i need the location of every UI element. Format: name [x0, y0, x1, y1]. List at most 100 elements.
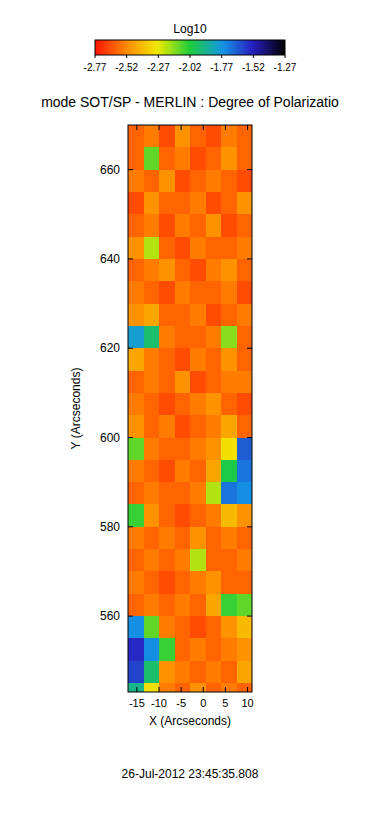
heat-cell — [237, 281, 253, 304]
heat-cell — [159, 326, 175, 349]
heat-cell — [159, 594, 175, 617]
heat-cell — [190, 259, 206, 282]
colorbar-tick — [95, 55, 96, 58]
heat-cell — [221, 259, 237, 282]
heat-cell — [175, 661, 191, 684]
heat-cell — [190, 192, 206, 215]
heat-cell — [190, 214, 206, 237]
heat-cell — [144, 281, 160, 304]
heat-cell — [144, 571, 160, 594]
heat-cell — [221, 281, 237, 304]
y-tick-label: 600 — [100, 431, 120, 445]
heat-cell — [190, 638, 206, 661]
heat-cell — [221, 147, 237, 170]
heat-cell — [221, 683, 237, 692]
heat-cell — [144, 527, 160, 550]
heat-cell — [159, 438, 175, 461]
heat-cell — [159, 259, 175, 282]
timestamp: 26-Jul-2012 23:45:35.808 — [122, 767, 259, 781]
heat-cell — [128, 237, 144, 260]
heat-cell — [144, 147, 160, 170]
heat-cell — [175, 460, 191, 483]
colorbar-tick — [221, 55, 222, 58]
heat-cell — [221, 504, 237, 527]
x-tick — [181, 125, 182, 130]
heat-cell — [128, 460, 144, 483]
heat-cell — [206, 214, 222, 237]
heat-cell — [128, 594, 144, 617]
heat-cell — [190, 527, 206, 550]
heat-cell — [206, 594, 222, 617]
x-tick — [136, 687, 137, 692]
heat-cell — [221, 616, 237, 639]
y-tick-label: 620 — [100, 341, 120, 355]
heat-cell — [144, 371, 160, 394]
heat-cell — [159, 125, 175, 148]
y-tick — [128, 348, 133, 349]
heat-cell — [221, 527, 237, 550]
chart: Log10-2.77-2.52-2.27-2.02-1.77-1.52-1.27… — [0, 0, 380, 816]
heat-cell — [206, 482, 222, 505]
heat-cell — [144, 237, 160, 260]
y-tick — [128, 526, 133, 527]
heat-cell — [128, 125, 144, 148]
heat-cell — [175, 504, 191, 527]
heat-cell — [206, 259, 222, 282]
heat-cell — [206, 371, 222, 394]
heat-cell — [221, 214, 237, 237]
heat-cell — [237, 549, 253, 572]
heat-cell — [128, 683, 144, 692]
colorbar-tick — [253, 55, 254, 58]
x-tick-label: -10 — [151, 697, 167, 709]
cells — [128, 125, 252, 692]
heat-cell — [206, 326, 222, 349]
x-tick-label: -5 — [176, 697, 186, 709]
heat-cell — [206, 549, 222, 572]
heat-cell — [190, 281, 206, 304]
plot-frame — [128, 125, 252, 692]
heat-cell — [190, 460, 206, 483]
y-tick-label: 580 — [100, 520, 120, 534]
heat-cell — [128, 147, 144, 170]
heat-cell — [190, 594, 206, 617]
heat-cell — [144, 683, 160, 692]
heat-cell — [159, 237, 175, 260]
colorbar-label: Log10 — [173, 22, 207, 36]
heat-cell — [128, 348, 144, 371]
x-tick — [247, 125, 248, 130]
heat-cell — [128, 326, 144, 349]
heat-cell — [159, 371, 175, 394]
colorbar-tick — [285, 55, 286, 58]
heat-cell — [128, 616, 144, 639]
heat-cell — [128, 638, 144, 661]
x-tick — [225, 687, 226, 692]
x-tick-label: -15 — [129, 697, 145, 709]
heat-cell — [237, 125, 253, 148]
heat-cell — [128, 661, 144, 684]
heat-cell — [144, 259, 160, 282]
heat-cell — [159, 348, 175, 371]
heat-cell — [159, 192, 175, 215]
colorbar-tick — [126, 55, 127, 58]
heat-cell — [206, 125, 222, 148]
heat-cell — [128, 571, 144, 594]
y-tick-label: 660 — [100, 163, 120, 177]
heat-cell — [237, 304, 253, 327]
heat-cell — [190, 683, 206, 692]
heat-cell — [128, 527, 144, 550]
x-tick-label: 10 — [241, 697, 253, 709]
heat-cell — [221, 371, 237, 394]
heat-cell — [159, 661, 175, 684]
y-tick — [247, 616, 252, 617]
heat-cell — [190, 549, 206, 572]
heat-cell — [128, 214, 144, 237]
heat-cell — [221, 571, 237, 594]
heat-cell — [175, 348, 191, 371]
heat-cell — [175, 281, 191, 304]
x-tick — [136, 125, 137, 130]
heat-cell — [159, 638, 175, 661]
heat-cell — [144, 616, 160, 639]
y-tick — [128, 437, 133, 438]
heat-cell — [206, 527, 222, 550]
heat-cell — [206, 504, 222, 527]
